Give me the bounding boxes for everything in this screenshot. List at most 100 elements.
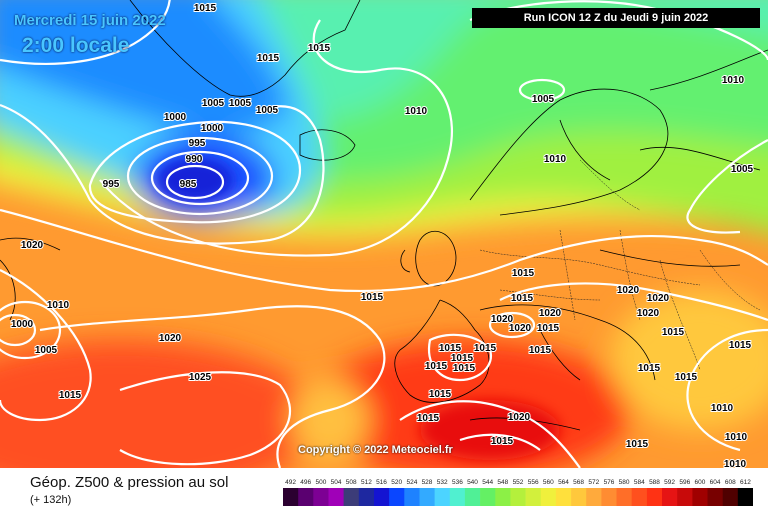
isobar-1020-iberia [488,311,536,339]
pressure-label-41: 1015 [675,372,698,383]
legend-swatch-26 [677,488,693,506]
field-low-core [157,158,233,202]
legend-tick-524: 524 [406,479,417,486]
legend-tick-608: 608 [725,479,736,486]
legend-swatch-5 [358,488,375,506]
isobar-990 [150,150,250,206]
coastlines [0,0,768,431]
isobar-1015-iberia [427,333,493,382]
pressure-label-48: 1015 [626,439,649,450]
legend-tick-520: 520 [391,479,402,486]
legend-swatch-10 [434,488,451,506]
pressure-label-39: 1015 [453,363,476,374]
legend-swatch-9 [419,488,435,506]
legend-swatch-28 [707,488,723,506]
isobar-1015-atlantic [0,208,768,293]
legend-swatch-15 [510,488,526,506]
isobar-1020-central [499,282,768,322]
isobar-1025 [119,371,292,466]
pressure-label-26: 1020 [637,308,660,319]
pressure-label-34: 1015 [439,343,462,354]
legend-tick-556: 556 [528,479,539,486]
pressure-label-7: 1000 [201,123,224,134]
isobar-1010-nw [0,0,171,65]
pressure-label-15: 1010 [544,154,567,165]
isobar-1005-west [0,300,62,360]
footer-title: Géop. Z500 & pression au sol [30,474,229,491]
pressure-label-28: 1020 [491,314,514,325]
legend-tick-564: 564 [558,479,569,486]
pressure-label-35: 1015 [474,343,497,354]
pressure-label-16: 1005 [731,164,754,175]
legend-swatch-29 [722,488,739,506]
legend-tick-612: 612 [740,479,751,486]
legend-tick-500: 500 [315,479,326,486]
legend-swatch-4 [343,488,360,506]
pressure-label-46: 1015 [417,413,440,424]
legend-swatch-17 [540,488,557,506]
legend-swatch-3 [328,488,344,506]
legend-swatch-25 [662,488,678,506]
legend-swatch-23 [631,488,648,506]
field-darkred-nafrica [420,400,560,460]
legend-swatch-30 [737,488,753,506]
isobar-1010-east [686,139,768,234]
legend-swatch-20 [586,488,602,506]
copyright: Copyright © 2022 Meteociel.fr [298,444,453,456]
legend-tick-496: 496 [300,479,311,486]
pressure-label-37: 1015 [451,353,474,364]
legend-swatch-14 [495,488,511,506]
pressure-label-11: 995 [103,179,120,190]
footer-subtitle: (+ 132h) [30,494,72,506]
pressure-label-43: 1015 [59,390,82,401]
pressure-label-31: 1015 [662,327,685,338]
pressure-label-24: 1020 [617,285,640,296]
pressure-label-17: 1020 [21,240,44,251]
pressure-label-12: 1010 [405,106,428,117]
pressure-label-22: 1015 [512,268,535,279]
legend-tick-532: 532 [437,479,448,486]
pressure-label-20: 1005 [35,345,58,356]
pressure-label-27: 1020 [539,308,562,319]
legend-swatch-12 [464,488,481,506]
isobars [0,0,768,468]
legend-tick-540: 540 [467,479,478,486]
legend-swatch-8 [404,488,420,506]
legend-swatch-24 [646,488,663,506]
isobar-1020-atlantic [39,305,386,468]
legend-tick-544: 544 [482,479,493,486]
isobar-1005-north [0,103,325,245]
legend-swatch-6 [374,488,390,506]
pressure-label-50: 1010 [725,432,748,443]
field-blue-zone [0,0,290,137]
pressure-label-4: 1005 [229,98,252,109]
pressure-label-21: 1015 [361,292,384,303]
pressure-label-2: 1015 [257,53,280,64]
isobar-1015-nafrica [459,433,541,451]
color-legend: 492 496 500 504 508 512 516 520 524 528 532 536 540 5… [283,479,753,506]
legend-tick-516: 516 [376,479,387,486]
pressure-label-23: 1015 [511,293,534,304]
pressure-label-19: 1000 [11,319,34,330]
legend-tick-492: 492 [285,479,296,486]
legend-tick-584: 584 [634,479,645,486]
legend-tick-560: 560 [543,479,554,486]
pressure-label-10: 985 [180,179,197,190]
legend-tick-512: 512 [361,479,372,486]
legend-swatch-13 [480,488,496,506]
pressure-label-6: 1000 [164,112,187,123]
isobar-1015-west [0,269,92,422]
isobar-1015-med [399,400,581,468]
pressure-label-51: 1010 [724,459,747,468]
legend-swatch-27 [692,488,708,506]
legend-tick-528: 528 [422,479,433,486]
legend-tick-576: 576 [604,479,615,486]
isobar-1000-west [0,313,37,347]
legend-swatch-1 [298,488,314,506]
pressure-label-0: 1015 [194,3,217,14]
legend-tick-504: 504 [331,479,342,486]
legend-tick-596: 596 [679,479,690,486]
pressure-label-45: 1010 [711,403,734,414]
